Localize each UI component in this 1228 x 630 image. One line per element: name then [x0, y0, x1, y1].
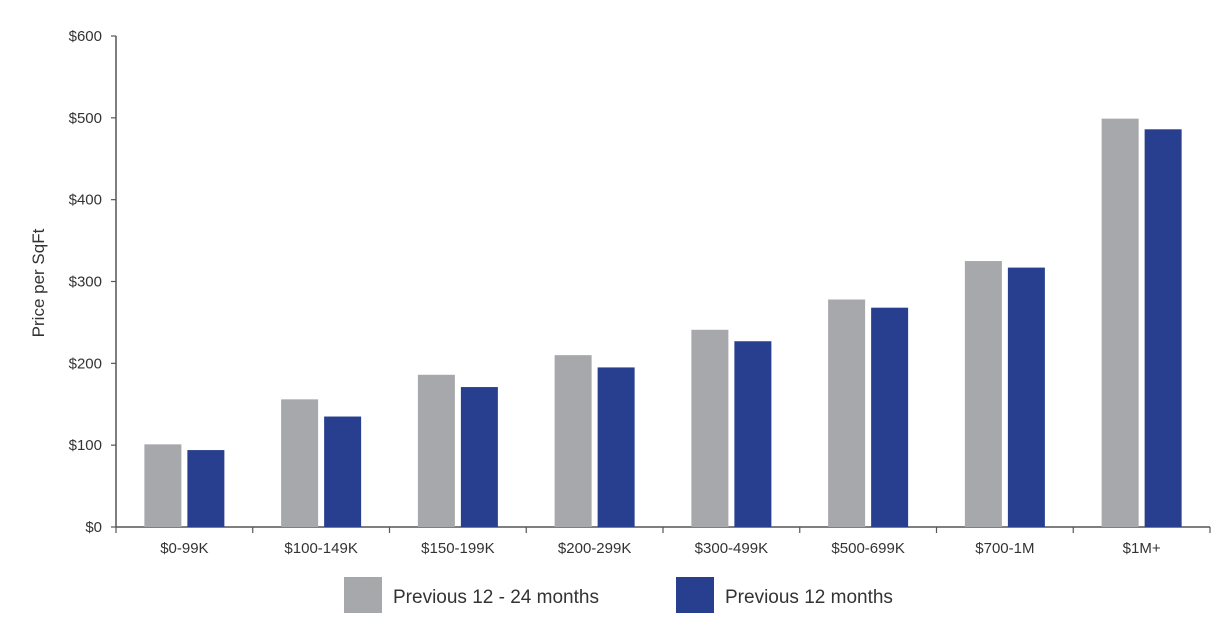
bar-previous-12-24-months — [691, 329, 729, 527]
bars — [144, 118, 1182, 528]
x-tick-label: $200-299K — [558, 540, 631, 557]
bar-previous-12-months — [460, 387, 498, 527]
x-tick-label: $300-499K — [695, 540, 768, 557]
y-axis: $0 $100 $200 $300 $400 $500 $600 — [69, 28, 117, 536]
bar-previous-12-24-months — [417, 374, 455, 527]
y-tick-label: $300 — [69, 274, 102, 291]
x-tick-label: $100-149K — [284, 540, 357, 557]
bar-previous-12-months — [734, 341, 772, 527]
bar-previous-12-months — [1007, 267, 1045, 527]
legend-swatch — [676, 577, 714, 613]
y-tick-label: $100 — [69, 437, 102, 454]
x-tick-label: $150-199K — [421, 540, 494, 557]
x-tick-label: $1M+ — [1123, 540, 1161, 557]
legend: Previous 12 - 24 months Previous 12 month… — [344, 577, 893, 613]
bar-previous-12-24-months — [828, 299, 866, 527]
y-tick-label: $400 — [69, 192, 102, 209]
y-tick-label: $500 — [69, 110, 102, 127]
bar-previous-12-months — [1144, 129, 1182, 528]
bar-previous-12-24-months — [281, 399, 319, 527]
x-tick-label: $500-699K — [831, 540, 904, 557]
bar-previous-12-24-months — [144, 444, 182, 527]
bar-previous-12-24-months — [964, 261, 1002, 527]
y-axis-label: Price per SqFt — [29, 228, 48, 337]
x-tick-label: $0-99K — [160, 540, 208, 557]
bar-previous-12-months — [597, 367, 635, 527]
bar-previous-12-months — [324, 416, 362, 527]
bar-previous-12-24-months — [554, 355, 592, 527]
bar-previous-12-months — [871, 307, 909, 527]
bar-previous-12-24-months — [1101, 118, 1139, 527]
y-tick-label: $600 — [69, 28, 102, 45]
legend-label: Previous 12 months — [725, 587, 893, 608]
x-tick-label: $700-1M — [975, 540, 1034, 557]
bar-previous-12-months — [187, 450, 225, 527]
y-tick-label: $200 — [69, 355, 102, 372]
legend-label: Previous 12 - 24 months — [393, 587, 599, 608]
x-axis: $0-99K $100-149K $150-199K $200-299K $300-49… — [115, 526, 1211, 557]
y-tick-label: $0 — [85, 519, 102, 536]
legend-swatch — [344, 577, 382, 613]
